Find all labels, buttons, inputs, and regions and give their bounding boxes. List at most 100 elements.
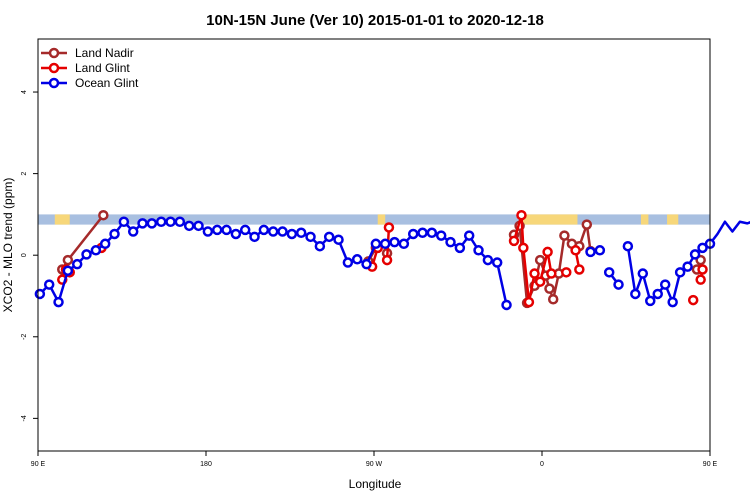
legend-label: Land Nadir (75, 46, 134, 60)
ocean-glint-point (202, 226, 214, 237)
legend-label: Ocean Glint (75, 76, 139, 90)
land-span-2 (521, 214, 578, 225)
ocean-glint-point (370, 238, 382, 250)
land-glint-point (523, 296, 535, 308)
land-nadir-point (62, 254, 74, 266)
ocean-glint-point (407, 228, 419, 240)
y-tick-label: 2 (21, 172, 28, 176)
ocean-glint-point (34, 288, 46, 300)
legend-item-land-glint: Land Glint (41, 61, 130, 75)
ocean-glint-point (637, 268, 649, 279)
ocean-glint-point (295, 227, 307, 239)
ocean-glint-point (417, 227, 428, 239)
land-glint-point (516, 209, 527, 221)
x-axis-ticks: 90 E 180 90 W 0 90 E (31, 451, 718, 468)
ocean-glint-point (652, 288, 663, 300)
ocean-glint-point (146, 218, 158, 229)
x-tick-label: 0 (540, 461, 544, 468)
land-ocean-band (38, 214, 710, 225)
ocean-glint-point (585, 246, 596, 258)
ocean-glint-point (445, 236, 456, 248)
y-tick-label: -4 (21, 415, 28, 421)
land-nadir-point (98, 209, 109, 221)
land-span-4 (667, 214, 679, 225)
ocean-glint-line-3 (626, 220, 750, 304)
y-tick-label: 0 (21, 253, 28, 257)
ocean-glint-point (426, 227, 438, 239)
ocean-glint-point (239, 224, 251, 236)
ocean-glint-point (258, 224, 270, 236)
ocean-glint-point (613, 279, 624, 290)
ocean-glint-point (99, 238, 111, 250)
land-glint-point (574, 264, 585, 275)
land-nadir-point (534, 254, 546, 266)
x-tick-label: 90 E (31, 461, 46, 468)
land-glint-point (546, 268, 557, 279)
land-glint-point (508, 235, 520, 247)
ocean-glint-point (90, 245, 102, 256)
legend-item-ocean-glint: Ocean Glint (41, 76, 139, 90)
ocean-glint-point (267, 226, 279, 237)
y-axis-ticks: -4 -2 0 2 4 (21, 90, 38, 421)
ocean-glint-point (398, 238, 410, 250)
ocean-glint-point (43, 279, 55, 290)
y-axis-label: XCO2 - MLO trend (ppm) (1, 178, 15, 313)
land-glint-point (561, 267, 572, 278)
land-nadir-point (544, 283, 555, 294)
chart-title: 10N-15N June (Ver 10) 2015-01-01 to 2020… (206, 12, 544, 29)
ocean-glint-point (463, 230, 475, 241)
x-tick-label: 90 W (366, 461, 383, 468)
land-span-3 (640, 214, 649, 225)
ocean-glint-point (482, 254, 494, 266)
x-axis-label: Longitude (349, 477, 402, 491)
legend-item-land-nadir: Land Nadir (41, 46, 134, 60)
ocean-glint-point (109, 228, 120, 240)
ocean-glint-point (286, 228, 298, 240)
ocean-glint-point (277, 226, 288, 237)
y-tick-label: -2 (21, 334, 28, 340)
legend-marker (48, 62, 60, 74)
ocean-glint-point (682, 261, 693, 272)
ocean-glint-point (155, 216, 167, 227)
ocean-glint-point (674, 267, 686, 278)
ocean-glint-point (221, 224, 232, 236)
legend-marker (48, 47, 60, 59)
ocean-glint-point (379, 238, 391, 250)
ocean-glint-point (697, 242, 708, 254)
ocean-glint-point (127, 226, 139, 237)
series-ocean-glint (34, 216, 750, 311)
land-nadir-point (547, 294, 559, 305)
ocean-band (38, 214, 710, 225)
land-glint-point (570, 245, 581, 256)
land-span-0 (54, 214, 70, 225)
ocean-glint-point (314, 240, 326, 252)
ocean-glint-point (71, 258, 83, 270)
land-glint-point (381, 254, 393, 266)
ocean-glint-point (491, 257, 503, 268)
land-nadir-point (559, 230, 570, 241)
ocean-glint-point (323, 231, 335, 243)
ocean-glint-point (193, 220, 204, 232)
ocean-glint-point (389, 236, 400, 248)
land-glint-point (695, 274, 706, 285)
ocean-glint-point (435, 230, 447, 241)
legend-marker (48, 77, 60, 89)
ocean-glint-point (165, 216, 176, 227)
x-tick-label: 180 (200, 461, 212, 468)
land-glint-point (529, 268, 540, 279)
ocean-glint-point (81, 249, 92, 260)
ocean-glint-point (211, 224, 223, 236)
ocean-glint-point (53, 296, 64, 308)
ocean-glint-point (333, 234, 344, 245)
ocean-glint-point (594, 245, 606, 256)
ocean-glint-point (305, 231, 316, 243)
land-glint-point (383, 222, 395, 233)
ocean-glint-point (230, 228, 242, 240)
land-glint-point (542, 246, 553, 258)
ocean-glint-point (137, 218, 148, 229)
land-nadir-point (581, 219, 593, 230)
ocean-glint-point (603, 267, 615, 278)
ocean-glint-point (118, 216, 130, 227)
